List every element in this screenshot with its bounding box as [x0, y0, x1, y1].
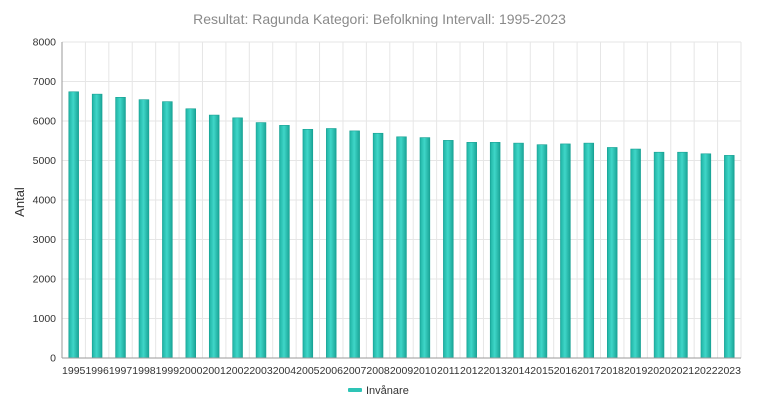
x-tick-label: 2000 — [179, 365, 203, 377]
x-tick-label: 1996 — [85, 365, 109, 377]
x-tick-label: 2003 — [249, 365, 273, 377]
legend-swatch — [348, 388, 362, 392]
bar[interactable] — [115, 97, 126, 359]
bar[interactable] — [162, 101, 173, 359]
bar[interactable] — [419, 137, 431, 359]
x-tick-label: 1995 — [62, 365, 86, 377]
bar[interactable] — [489, 142, 501, 359]
bar[interactable] — [372, 132, 384, 359]
y-tick-label: 8000 — [33, 37, 57, 49]
bar[interactable] — [68, 91, 79, 359]
x-tick-label: 2007 — [343, 365, 367, 377]
x-tick-label: 2023 — [718, 365, 742, 377]
bar[interactable] — [677, 151, 688, 359]
legend-label: Invånare — [366, 385, 409, 397]
x-tick-label: 2011 — [437, 365, 460, 377]
x-tick-label: 2004 — [273, 365, 297, 377]
x-tick-label: 1999 — [156, 365, 180, 377]
bar[interactable] — [466, 142, 477, 359]
x-tick-label: 2013 — [483, 365, 507, 377]
bar[interactable] — [700, 153, 712, 359]
bar[interactable] — [138, 99, 150, 359]
bar[interactable] — [185, 108, 196, 359]
x-tick-label: 2019 — [624, 365, 648, 377]
y-tick-label: 0 — [50, 353, 56, 365]
chart-title: Resultat: Ragunda Kategori: Befolkning I… — [193, 11, 566, 27]
y-axis-label: Antal — [12, 187, 27, 217]
x-tick-label: 2016 — [554, 365, 578, 377]
x-tick-label: 2012 — [460, 365, 484, 377]
x-tick-label: 1997 — [109, 365, 133, 377]
x-tick-label: 2010 — [413, 365, 437, 377]
x-tick-label: 2017 — [577, 365, 601, 377]
y-tick-label: 3000 — [33, 234, 57, 246]
bar[interactable] — [607, 147, 618, 359]
x-tick-label: 2020 — [647, 365, 671, 377]
x-tick-label: 1998 — [132, 365, 156, 377]
x-tick-label: 2022 — [694, 365, 718, 377]
bar[interactable] — [443, 140, 454, 359]
x-tick-label: 2006 — [320, 365, 344, 377]
bar[interactable] — [232, 117, 243, 359]
x-tick-label: 2008 — [366, 365, 390, 377]
x-tick-label: 2018 — [601, 365, 625, 377]
bar[interactable] — [349, 130, 360, 359]
x-tick-label: 2021 — [671, 365, 695, 377]
bar[interactable] — [396, 136, 407, 359]
y-tick-label: 1000 — [33, 313, 57, 325]
x-tick-label: 2015 — [530, 365, 554, 377]
y-tick-label: 4000 — [33, 195, 57, 207]
x-tick-label: 2002 — [226, 365, 250, 377]
bar[interactable] — [279, 125, 290, 359]
bar[interactable] — [326, 128, 337, 359]
legend[interactable]: Invånare — [348, 385, 409, 397]
gridlines — [61, 41, 742, 359]
bar[interactable] — [653, 151, 665, 359]
bar[interactable] — [724, 155, 735, 359]
bar[interactable] — [513, 142, 524, 359]
y-tick-label: 2000 — [33, 274, 57, 286]
bar[interactable] — [208, 114, 220, 359]
bar[interactable] — [302, 128, 314, 359]
bar[interactable] — [255, 122, 267, 359]
bar[interactable] — [630, 148, 641, 359]
y-tick-label: 6000 — [33, 116, 57, 128]
bar[interactable] — [583, 142, 595, 359]
x-tick-label: 2001 — [203, 365, 227, 377]
bar[interactable] — [560, 143, 571, 359]
y-tick-label: 5000 — [33, 155, 57, 167]
x-tick-label: 2005 — [296, 365, 320, 377]
x-tick-label: 2014 — [507, 365, 531, 377]
x-tick-label: 2009 — [390, 365, 414, 377]
bar[interactable] — [536, 144, 548, 359]
y-tick-label: 7000 — [33, 76, 57, 88]
bars — [68, 91, 735, 359]
bar[interactable] — [91, 93, 103, 359]
